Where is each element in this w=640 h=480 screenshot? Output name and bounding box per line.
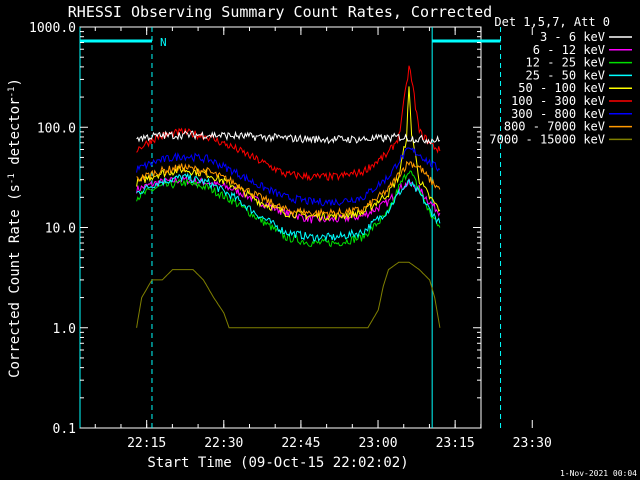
y-axis-label-part: ) bbox=[7, 78, 23, 86]
y-tick-label: 100.0 bbox=[37, 121, 76, 136]
legend-label: 7000 - 15000 keV bbox=[489, 132, 605, 146]
night-marker: N bbox=[160, 36, 167, 49]
series-line bbox=[136, 261, 441, 329]
legend-label: 300 - 800 keV bbox=[511, 107, 605, 121]
series-line bbox=[136, 160, 441, 219]
x-tick-label: 22:30 bbox=[204, 436, 243, 451]
legend-title: Det 1,5,7, Att 0 bbox=[494, 15, 610, 29]
y-tick-label: 10.0 bbox=[45, 222, 76, 237]
y-tick-label: 1000.0 bbox=[29, 21, 76, 36]
series-lines bbox=[136, 65, 441, 329]
x-tick-label: 22:15 bbox=[127, 436, 166, 451]
y-axis-label-part: Corrected Count Rate (s bbox=[7, 184, 23, 378]
x-tick-label: 23:15 bbox=[436, 436, 475, 451]
series-line bbox=[136, 130, 441, 145]
series-line bbox=[136, 174, 441, 224]
chart-title: RHESSI Observing Summary Count Rates, Co… bbox=[68, 3, 492, 21]
legend-label: 12 - 25 keV bbox=[526, 56, 605, 70]
legend-label: 800 - 7000 keV bbox=[504, 120, 605, 134]
x-tick-label: 23:30 bbox=[513, 436, 552, 451]
y-tick-label: 0.1 bbox=[53, 422, 76, 437]
series-line bbox=[136, 86, 441, 221]
x-axis-ticks: 22:15 22:30 22:45 23:00 23:15 23:30 bbox=[94, 27, 552, 451]
legend-label: 25 - 50 keV bbox=[526, 68, 605, 82]
series-line bbox=[136, 172, 441, 242]
y-axis-ticks: 1000.0 100.0 10.0 1.0 0.1 bbox=[29, 21, 481, 437]
x-axis-label: Start Time (09-Oct-15 22:02:02) bbox=[147, 455, 408, 471]
x-tick-label: 23:00 bbox=[358, 436, 397, 451]
x-tick-label: 22:45 bbox=[281, 436, 320, 451]
y-axis-label-part: detector bbox=[7, 97, 23, 173]
legend-label: 100 - 300 keV bbox=[511, 94, 605, 108]
legend-label: 3 - 6 keV bbox=[540, 30, 605, 44]
y-tick-label: 1.0 bbox=[53, 322, 76, 337]
footer-timestamp: 1-Nov-2021 00:04 bbox=[560, 469, 637, 478]
y-axis-label-exponent: -1 bbox=[7, 87, 17, 98]
y-axis-label-exponent: -1 bbox=[7, 173, 17, 184]
y-axis-label: Corrected Count Rate (s-1 detector-1) bbox=[7, 78, 23, 378]
legend-label: 6 - 12 keV bbox=[533, 43, 605, 57]
legend-label: 50 - 100 keV bbox=[518, 81, 605, 95]
series-line bbox=[136, 147, 441, 207]
